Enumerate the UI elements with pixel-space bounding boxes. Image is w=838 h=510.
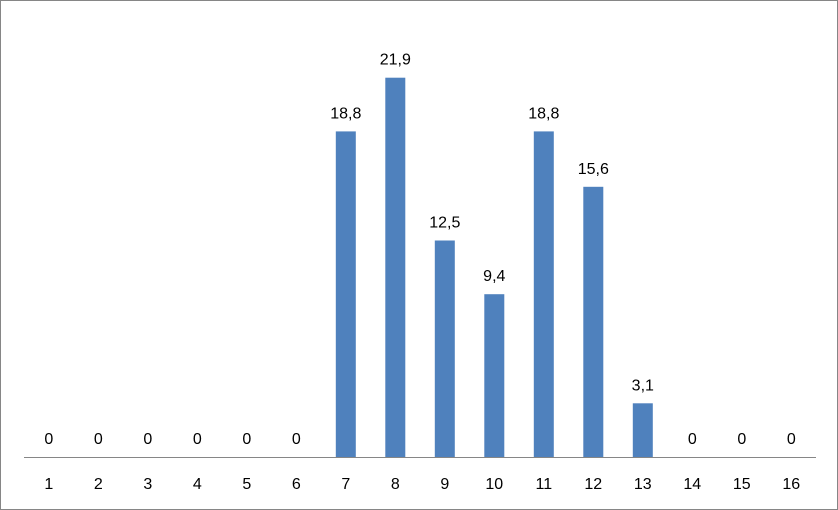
data-label-14: 0 bbox=[688, 431, 697, 448]
data-label-4: 0 bbox=[193, 431, 202, 448]
bar-7 bbox=[335, 131, 356, 457]
data-label-15: 0 bbox=[737, 431, 746, 448]
x-tick-label-4: 4 bbox=[193, 476, 202, 493]
x-tick-label-3: 3 bbox=[143, 476, 152, 493]
bar-8 bbox=[385, 77, 406, 457]
data-label-7: 18,8 bbox=[330, 105, 361, 122]
bar-10 bbox=[484, 294, 505, 457]
data-labels-layer: 0 0 0 0 0 0 18,8 21,9 12,5 9,4 18,8 15,6 3,1 0 0 0 bbox=[44, 52, 796, 448]
data-label-5: 0 bbox=[242, 431, 251, 448]
x-tick-label-2: 2 bbox=[94, 476, 103, 493]
x-tick-label-8: 8 bbox=[391, 476, 400, 493]
x-tick-labels-layer: 1 2 3 4 5 6 7 8 9 10 11 12 13 14 15 16 bbox=[44, 476, 800, 493]
data-label-8: 21,9 bbox=[380, 52, 411, 69]
data-label-13: 3,1 bbox=[632, 377, 654, 394]
x-tick-label-16: 16 bbox=[782, 476, 800, 493]
x-tick-label-10: 10 bbox=[485, 476, 503, 493]
data-label-9: 12,5 bbox=[429, 215, 460, 232]
x-tick-label-12: 12 bbox=[584, 476, 602, 493]
x-tick-label-15: 15 bbox=[733, 476, 751, 493]
bar-12 bbox=[583, 186, 604, 458]
data-label-6: 0 bbox=[292, 431, 301, 448]
x-tick-label-9: 9 bbox=[440, 476, 449, 493]
data-label-12: 15,6 bbox=[578, 161, 609, 178]
data-label-11: 18,8 bbox=[528, 105, 559, 122]
x-tick-label-6: 6 bbox=[292, 476, 301, 493]
x-tick-label-14: 14 bbox=[683, 476, 701, 493]
data-label-3: 0 bbox=[143, 431, 152, 448]
data-label-2: 0 bbox=[94, 431, 103, 448]
x-tick-label-11: 11 bbox=[535, 476, 552, 493]
x-tick-label-7: 7 bbox=[341, 476, 350, 493]
bar-9 bbox=[434, 240, 455, 457]
bar-11 bbox=[533, 131, 554, 457]
data-label-16: 0 bbox=[787, 431, 796, 448]
data-label-10: 9,4 bbox=[483, 268, 505, 285]
bar-13 bbox=[632, 403, 653, 457]
x-tick-label-5: 5 bbox=[242, 476, 251, 493]
bars-layer bbox=[335, 77, 653, 458]
data-label-1: 0 bbox=[44, 431, 53, 448]
x-tick-label-13: 13 bbox=[634, 476, 652, 493]
x-tick-label-1: 1 bbox=[44, 476, 53, 493]
